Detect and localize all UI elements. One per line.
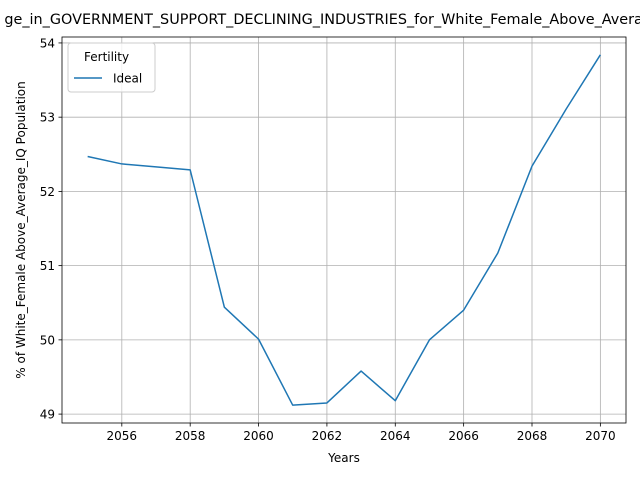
y-tick-label: 52 (40, 185, 55, 199)
x-tick-label: 2056 (107, 429, 138, 443)
x-tick-label: 2064 (380, 429, 411, 443)
x-axis-label: Years (327, 451, 360, 465)
series-lines (87, 54, 601, 406)
series-line-ideal (87, 54, 601, 406)
legend: Fertility Ideal (67, 42, 156, 93)
y-axis-label: % of White_Female Above_Average_IQ Popul… (14, 81, 28, 378)
y-tick-label: 51 (40, 259, 55, 273)
x-tick-label: 2062 (312, 429, 343, 443)
x-tick-label: 2060 (243, 429, 274, 443)
y-tick-label: 53 (40, 111, 55, 125)
x-tick-label: 2066 (448, 429, 479, 443)
x-tick-label: 2058 (175, 429, 206, 443)
plot-frame (61, 36, 627, 424)
legend-entry-label: Ideal (113, 72, 142, 86)
y-tick-label: 49 (40, 408, 55, 422)
y-tick-label: 50 (40, 333, 55, 347)
chart-title: ge_in_GOVERNMENT_SUPPORT_DECLINING_INDUS… (4, 12, 640, 28)
x-tick-label: 2068 (517, 429, 548, 443)
x-tick-label: 2070 (585, 429, 616, 443)
legend-box (67, 42, 156, 93)
grid-lines (62, 37, 626, 423)
legend-title: Fertility (84, 50, 129, 64)
y-tick-label: 54 (40, 36, 55, 50)
axis-ticks: 2056 2058 2060 2062 2064 2066 2068 2070 49 50 51 52… (40, 36, 616, 443)
